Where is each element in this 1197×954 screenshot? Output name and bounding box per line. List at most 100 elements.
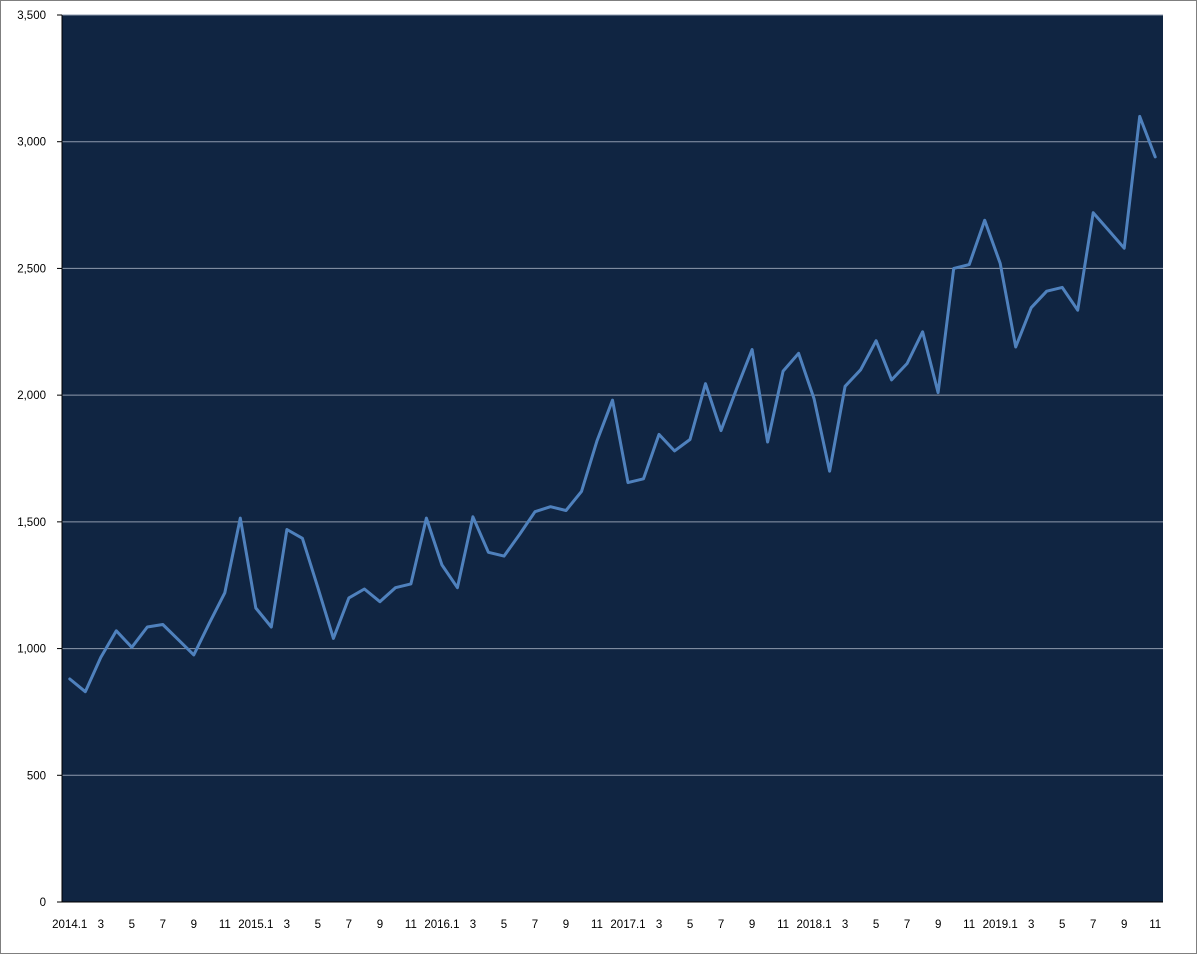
y-tick-label: 3,000: [17, 137, 46, 149]
data-point: [890, 378, 893, 382]
data-point: [1014, 345, 1017, 349]
data-point: [409, 582, 413, 586]
gridlines: [62, 14, 1163, 776]
data-point: [471, 515, 475, 518]
data-point: [766, 440, 769, 444]
y-tick-label: 2,000: [17, 390, 46, 402]
x-tick-label: 5: [1059, 919, 1065, 931]
x-tick-label: 9: [191, 919, 197, 931]
data-point: [394, 586, 397, 589]
x-tick-label: 3: [656, 919, 662, 931]
data-point: [1107, 229, 1110, 232]
data-point: [549, 505, 552, 508]
data-point: [487, 551, 490, 554]
data-point: [1045, 290, 1048, 293]
data-point: [843, 385, 847, 388]
data-point: [704, 382, 707, 385]
y-tick-label: 3,500: [17, 10, 46, 22]
data-point: [208, 622, 211, 625]
x-tick-label: 5: [315, 919, 321, 931]
data-point: [347, 596, 351, 600]
data-point: [967, 263, 971, 266]
data-point: [456, 586, 459, 589]
x-tick-label: 7: [346, 919, 352, 931]
data-point: [626, 481, 630, 484]
y-tick-label: 1,500: [17, 517, 46, 529]
data-point: [750, 348, 754, 351]
x-tick-label: 3: [1028, 919, 1034, 931]
data-point: [518, 533, 521, 536]
x-tick-label: 7: [904, 919, 910, 931]
data-point: [874, 339, 878, 342]
data-point: [84, 690, 87, 693]
x-tick-label: 2014.1: [52, 919, 87, 931]
y-tick-label: 0: [40, 897, 46, 909]
data-point: [812, 397, 816, 401]
data-point: [688, 438, 692, 441]
x-tick-label: 7: [718, 919, 724, 931]
data-point: [440, 563, 444, 567]
data-point: [332, 637, 335, 640]
x-tick-label: 3: [284, 919, 290, 931]
data-point: [921, 330, 924, 333]
data-point: [115, 629, 118, 633]
data-point: [564, 509, 568, 512]
data-point: [1076, 309, 1079, 312]
data-point: [657, 433, 661, 436]
data-point: [425, 516, 428, 520]
data-point: [99, 656, 102, 659]
axes: [61, 15, 1163, 903]
y-tick-label: 2,500: [17, 263, 46, 275]
data-point: [797, 352, 800, 355]
x-tick-label: 2016.1: [424, 919, 459, 931]
data-point: [223, 591, 227, 595]
series-group: [68, 114, 1157, 694]
data-point: [611, 399, 614, 402]
data-point: [642, 477, 645, 480]
data-point: [735, 387, 738, 391]
x-tick-label: 2018.1: [796, 919, 831, 931]
data-point: [1154, 155, 1157, 159]
plot-area: [62, 15, 1163, 902]
x-tick-label: 5: [687, 919, 693, 931]
data-point: [254, 606, 258, 610]
data-point: [146, 625, 149, 629]
x-tick-label: 9: [377, 919, 383, 931]
data-point: [580, 490, 583, 493]
data-point: [998, 262, 1002, 265]
x-tick-label: 11: [591, 919, 603, 931]
data-point: [673, 449, 676, 453]
y-tick-label: 1,000: [17, 644, 46, 656]
x-tick-label: 9: [749, 919, 755, 931]
data-point: [239, 516, 242, 520]
x-tick-label: 2015.1: [238, 919, 273, 931]
x-tick-label: 9: [935, 919, 941, 931]
data-point: [936, 391, 940, 394]
data-point: [595, 439, 599, 442]
data-point: [192, 653, 196, 657]
data-point: [363, 587, 366, 591]
x-tick-label: 9: [1121, 919, 1127, 931]
data-point: [502, 554, 506, 558]
x-tick-label: 2017.1: [610, 919, 645, 931]
data-point: [316, 586, 320, 589]
x-tick-label: 3: [842, 919, 848, 931]
x-tick-label: 7: [160, 919, 166, 931]
y-axis-tick-labels: 0 500 1,000 1,500 2,000 2,500 3,000 3,500: [17, 10, 62, 909]
data-point: [781, 369, 785, 373]
x-tick-label: 11: [777, 919, 789, 931]
x-tick-label: 9: [563, 919, 569, 931]
data-point: [270, 625, 273, 629]
x-tick-label: 3: [470, 919, 476, 931]
data-point: [378, 600, 382, 603]
data-point: [952, 267, 955, 270]
data-point: [1138, 115, 1141, 118]
data-point: [1029, 306, 1033, 309]
x-tick-label: 5: [129, 919, 135, 931]
data-point: [1123, 246, 1126, 250]
data-point: [177, 638, 180, 641]
x-tick-label: 11: [219, 919, 231, 931]
x-tick-label: 7: [1090, 919, 1096, 931]
x-tick-label: 5: [501, 919, 507, 931]
